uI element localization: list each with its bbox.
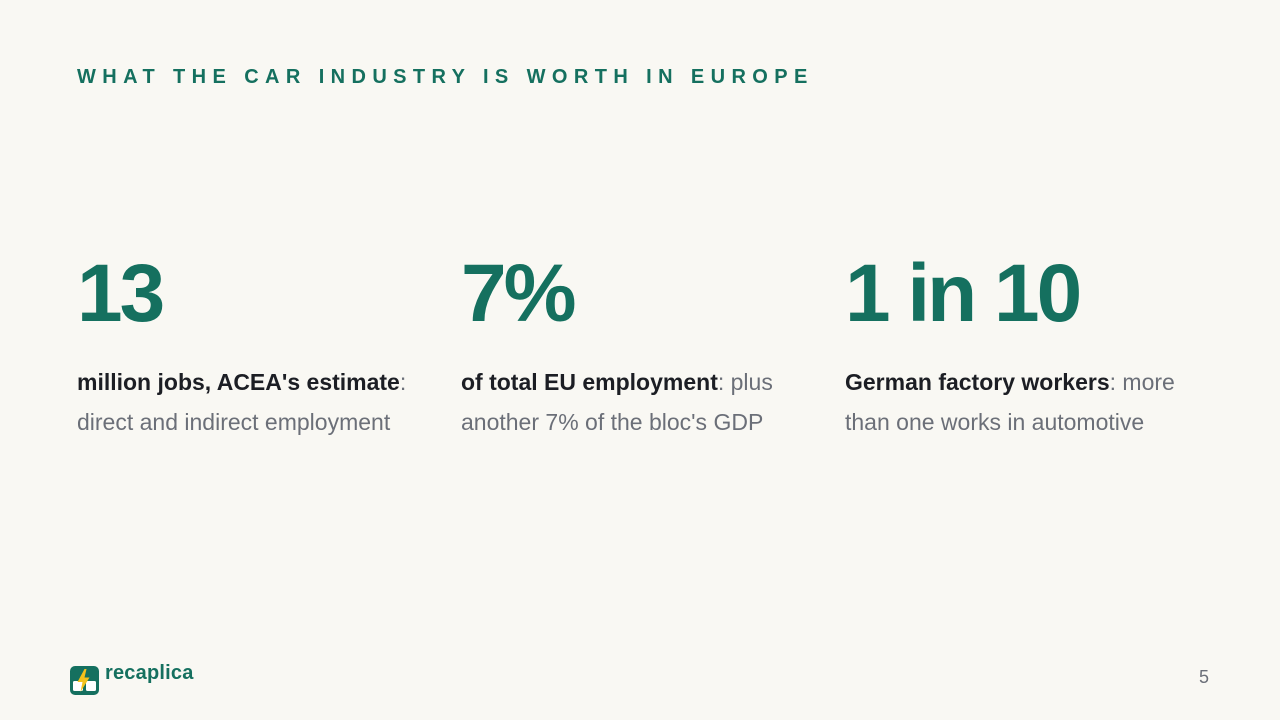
stat-description: German factory workers: more than one wo…	[845, 362, 1205, 442]
stat-value: 1 in 10	[845, 248, 1082, 339]
stat-employment-share: 7% of total EU employment: plus another …	[461, 248, 811, 442]
stat-description: million jobs, ACEA's estimate: direct an…	[77, 362, 427, 442]
slide-kicker: WHAT THE CAR INDUSTRY IS WORTH IN EUROPE	[77, 66, 814, 88]
bolt-icon	[70, 666, 99, 695]
stat-description: of total EU employment: plus another 7% …	[461, 362, 811, 442]
stat-description-rest: : direct and indirect employment	[77, 369, 407, 435]
brand-logo: recaplica	[70, 662, 194, 695]
stat-description-rest: : plus another 7% of the bloc's GDP	[461, 369, 773, 435]
page-number: 5	[1198, 667, 1209, 687]
brand-name: recaplica	[105, 662, 194, 684]
stat-jobs: 13 million jobs, ACEA's estimate: direct…	[77, 248, 427, 442]
stat-description-bold: million jobs, ACEA's estimate	[77, 369, 400, 395]
stat-value: 7%	[461, 248, 577, 339]
stat-value: 13	[77, 248, 165, 339]
stat-description-rest: : more than one works in automotive	[845, 369, 1175, 435]
stat-german-workers: 1 in 10 German factory workers: more tha…	[845, 248, 1205, 442]
stat-description-bold: German factory workers	[845, 369, 1110, 395]
stat-description-bold: of total EU employment	[461, 369, 718, 395]
